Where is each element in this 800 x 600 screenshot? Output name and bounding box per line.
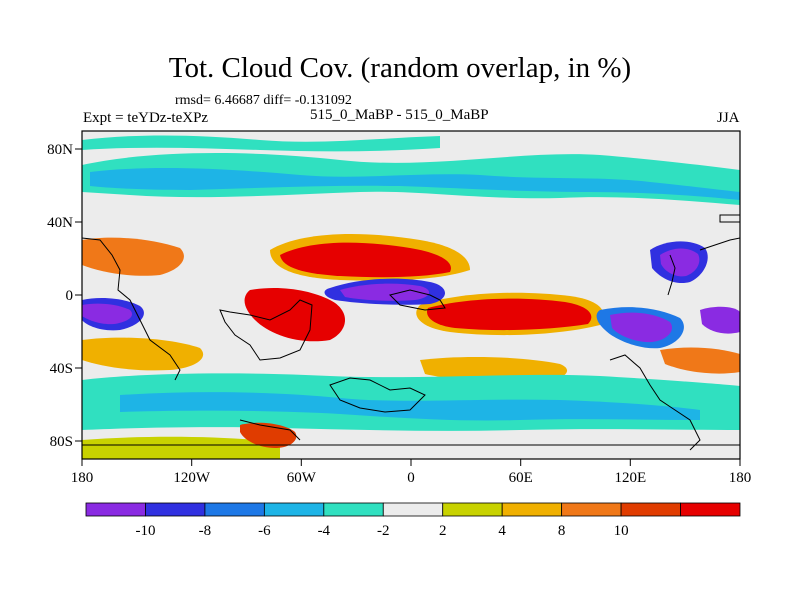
- lat-tick-label: 40N: [47, 215, 73, 231]
- colorbar: [85, 502, 741, 517]
- stats-text: rmsd= 6.46687 diff= -0.131092: [175, 93, 352, 108]
- colorbar-label: -8: [199, 523, 212, 539]
- chart-title: Tot. Cloud Cov. (random overlap, in %): [168, 52, 632, 84]
- colorbar-label: 4: [498, 523, 506, 539]
- lon-tick-label: 0: [407, 470, 415, 486]
- colorbar-swatch: [680, 502, 741, 517]
- colorbar-label: -4: [318, 523, 331, 539]
- colorbar-label: 8: [558, 523, 566, 539]
- colorbar-swatch: [442, 502, 503, 517]
- colorbar-labels: -10 -8 -6 -4 -2 2 4 8 10: [135, 523, 628, 539]
- colorbar-swatch: [85, 502, 146, 517]
- colorbar-label: -10: [135, 523, 155, 539]
- colorbar-swatch: [501, 502, 563, 517]
- colorbar-label: -6: [258, 523, 271, 539]
- lon-tick-label: 60W: [287, 470, 317, 486]
- colorbar-label: -2: [377, 523, 390, 539]
- experiment-label: Expt = teYDz-teXPz: [83, 110, 209, 126]
- colorbar-swatch: [145, 502, 206, 517]
- season-label: JJA: [717, 110, 740, 126]
- lon-tick-label: 180: [71, 470, 94, 486]
- coastlines: [82, 214, 740, 451]
- lat-tick-label: 80N: [47, 142, 73, 158]
- lon-tick-label: 120W: [173, 470, 211, 486]
- subtitle: 515_0_MaBP - 515_0_MaBP: [310, 107, 489, 123]
- colorbar-label: 2: [439, 523, 447, 539]
- contour-field: [82, 131, 740, 459]
- colorbar-swatch: [620, 502, 681, 517]
- colorbar-swatch: [561, 502, 622, 517]
- lat-tick-label: 40S: [50, 361, 73, 377]
- colorbar-label: 10: [614, 523, 629, 539]
- colorbar-swatch: [382, 502, 444, 517]
- colorbar-swatch: [204, 502, 265, 517]
- lon-tick-label: 60E: [509, 470, 533, 486]
- lat-tick-label: 0: [66, 288, 74, 304]
- colorbar-swatch: [263, 502, 325, 517]
- lon-tick-label: 180: [729, 470, 752, 486]
- lon-tick-label: 120E: [614, 470, 646, 486]
- axis-ticks: [75, 148, 741, 466]
- lat-tick-label: 80S: [50, 434, 73, 450]
- colorbar-swatch: [323, 502, 384, 517]
